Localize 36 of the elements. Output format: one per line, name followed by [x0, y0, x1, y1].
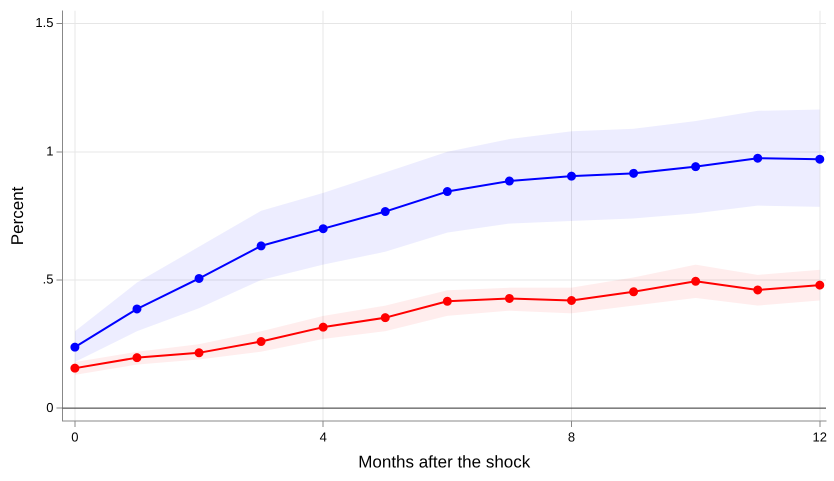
point: [318, 224, 328, 234]
point: [504, 294, 514, 303]
point: [380, 313, 390, 322]
point: [504, 176, 514, 186]
point: [691, 276, 700, 286]
point: [629, 168, 638, 178]
point: [318, 322, 328, 332]
point: [629, 287, 638, 296]
point: [380, 207, 390, 216]
point: [753, 154, 762, 163]
x-tick-label: 0: [71, 429, 79, 444]
point: [70, 364, 80, 373]
point: [132, 304, 142, 314]
point: [753, 285, 762, 294]
point: [566, 296, 576, 306]
point: [442, 187, 452, 196]
x-axis-title: Months after the shock: [358, 452, 531, 472]
y-tick-label: 1: [46, 143, 54, 158]
x-tick-label: 4: [320, 429, 327, 444]
point: [691, 162, 700, 172]
point: [256, 337, 266, 346]
point: [815, 154, 824, 164]
point: [566, 172, 576, 181]
x-tick-label: 12: [812, 429, 828, 444]
point: [194, 274, 204, 283]
point: [132, 353, 142, 362]
y-tick-label: 0: [46, 400, 54, 415]
x-tick-label: 8: [568, 429, 576, 444]
point: [256, 241, 266, 250]
point: [442, 296, 452, 306]
y-tick-label: 1.5: [35, 15, 54, 30]
point: [815, 280, 824, 290]
point: [70, 342, 80, 352]
y-axis-title: Percent: [8, 186, 27, 246]
point: [194, 348, 204, 358]
y-tick-label: .5: [42, 272, 54, 287]
